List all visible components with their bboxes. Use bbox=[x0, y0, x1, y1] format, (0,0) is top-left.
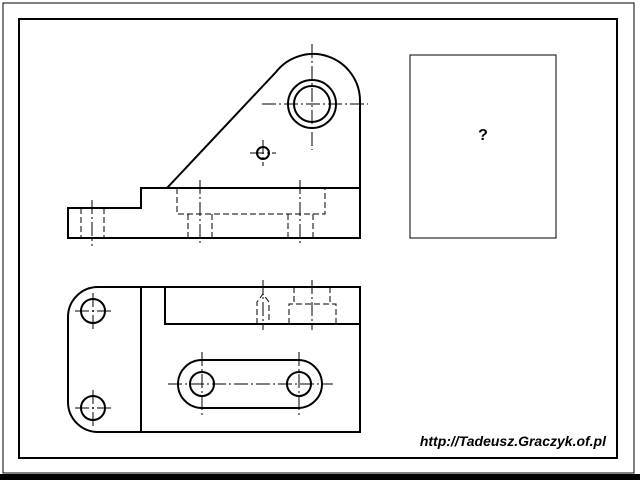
front-view-outline bbox=[67, 53, 361, 239]
side-view-placeholder: ? bbox=[409, 54, 557, 239]
top-hidden-bore bbox=[293, 287, 331, 304]
front-hidden-slot bbox=[176, 188, 326, 215]
top-hidden-bore-lower bbox=[288, 303, 337, 324]
bottom-bar bbox=[0, 474, 640, 480]
top-view-upper-block bbox=[164, 287, 360, 325]
front-view bbox=[67, 44, 368, 246]
question-mark: ? bbox=[478, 127, 488, 144]
top-slot bbox=[177, 359, 323, 409]
outer-border bbox=[2, 2, 635, 474]
top-view bbox=[67, 280, 361, 433]
top-view-outline bbox=[67, 286, 361, 433]
footer-url: http://Tadeusz.Graczyk.of.pl bbox=[420, 433, 607, 449]
side-view-box bbox=[409, 54, 557, 239]
inner-frame bbox=[18, 18, 618, 459]
